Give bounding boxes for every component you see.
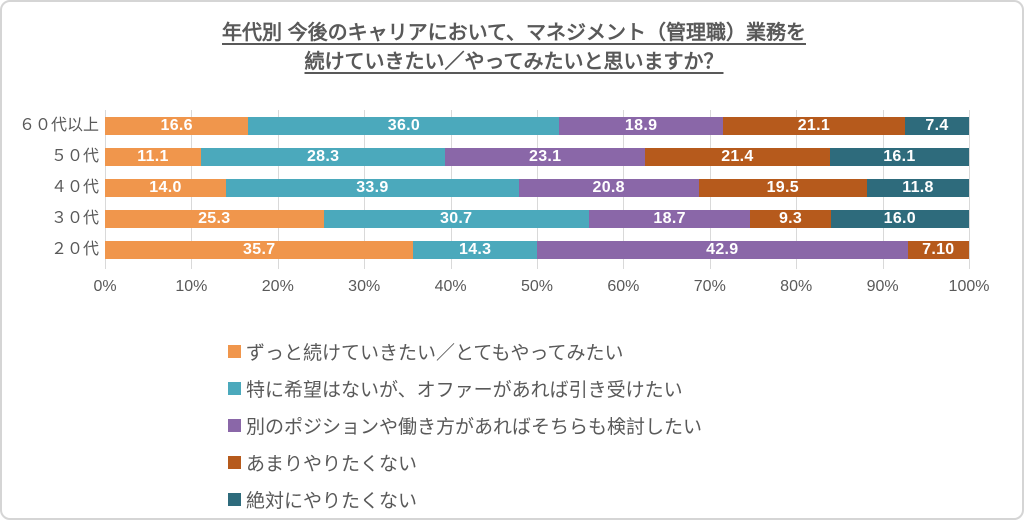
bar-segment-label: 42.9 — [706, 241, 739, 258]
bar-segment-label: 7.4 — [925, 117, 949, 134]
bar-segment: 14.3 — [413, 241, 537, 259]
bar-row: 25.3 30.7 18.7 9.3 16.0 — [105, 210, 969, 228]
legend-swatch-icon — [228, 493, 241, 506]
bar-segment: 35.7 — [105, 241, 414, 259]
y-axis-label: ６０代以上 — [18, 117, 99, 134]
y-axis-label: ５０代 — [50, 148, 99, 165]
legend-swatch-icon — [228, 456, 241, 469]
bar-segment: 11.1 — [105, 148, 201, 166]
bar-segment-label: 33.9 — [356, 179, 389, 196]
bar-segment: 28.3 — [200, 148, 446, 166]
bar-segment: 19.5 — [698, 179, 868, 197]
legend-swatch-icon — [228, 419, 241, 432]
bar-segment: 18.7 — [588, 210, 751, 228]
bar-segment-label: 9.3 — [778, 210, 803, 227]
bar-segment-label: 7.10 — [922, 241, 955, 258]
x-axis-tick-label: 30% — [348, 278, 381, 295]
bar-row: 35.7 14.3 42.9 7.10 — [105, 241, 969, 259]
legend-label: あまりやりたくない — [246, 454, 418, 475]
legend-label: 別のポジションや働き方があればそちらも検討したい — [246, 417, 703, 438]
bar-segment-label: 28.3 — [306, 148, 340, 165]
bar-row: 14.0 33.9 20.8 19.5 11.8 — [105, 179, 969, 197]
legend: ずっと続けていきたい／とてもやってみたい特に希望はないが、オファーがあれば引き受… — [228, 333, 702, 518]
bar-segment-label: 21.4 — [721, 148, 754, 165]
bar-segment-label: 11.1 — [137, 148, 169, 165]
x-axis-tick-label: 50% — [520, 278, 554, 295]
y-axis-label: ３０代 — [50, 210, 99, 227]
bar-segment: 7.10 — [907, 241, 969, 259]
x-axis-tick-label: 100% — [948, 278, 990, 295]
bar-segment: 33.9 — [225, 179, 519, 197]
bar-segment: 21.4 — [644, 148, 830, 166]
bar-row: 16.6 36.0 18.9 21.1 7.4 — [105, 117, 969, 135]
bar-segment: 25.3 — [105, 210, 324, 228]
x-axis-tick-label: 70% — [693, 278, 726, 295]
y-axis-label: ２０代 — [50, 241, 99, 258]
plot-area: 16.6 36.0 18.9 21.1 7.4 11.1 28.3 23.1 21.4 16.1 1… — [105, 110, 970, 269]
legend-label: 特に希望はないが、オファーがあれば引き受けたい — [246, 380, 683, 401]
bar-segment-label: 20.8 — [592, 179, 625, 196]
bar-segment-label: 23.1 — [529, 148, 562, 165]
bar-segment: 36.0 — [248, 117, 560, 135]
bar-segment-label: 14.0 — [149, 179, 182, 196]
legend-item: ずっと続けていきたい／とてもやってみたい — [228, 333, 702, 370]
bar-segment: 18.9 — [559, 117, 723, 135]
chart-title-line2: 続けていきたい／やってみたいと思いますか？ — [304, 51, 724, 73]
bar-segment: 42.9 — [536, 241, 908, 259]
x-axis-tick-label: 80% — [780, 278, 813, 295]
x-axis-tick-label: 60% — [607, 278, 640, 295]
bar-segment-label: 19.5 — [766, 179, 799, 196]
bar-segment-label: 35.7 — [243, 241, 276, 258]
bar-segment: 16.6 — [105, 117, 249, 135]
x-axis-tick-label: 40% — [434, 278, 467, 295]
legend-label: ずっと続けていきたい／とてもやってみたい — [246, 343, 624, 364]
bar-segment-label: 21.1 — [797, 117, 831, 134]
bar-segment: 14.0 — [105, 179, 226, 197]
bar-segment-label: 16.6 — [160, 117, 193, 134]
x-axis-tick-label: 90% — [866, 278, 899, 295]
gridline — [969, 110, 970, 269]
bar-segment-label: 30.7 — [440, 210, 473, 227]
bar-segment: 11.8 — [867, 179, 969, 197]
x-axis-tick-label: 20% — [261, 278, 294, 295]
bar-segment: 30.7 — [323, 210, 589, 228]
bar-segment: 21.1 — [722, 117, 906, 135]
bar-segment-label: 16.0 — [883, 210, 916, 227]
legend-item: 絶対にやりたくない — [228, 481, 702, 518]
bar-segment-label: 11.8 — [902, 179, 934, 196]
x-axis-tick-label: 10% — [175, 278, 208, 295]
legend-label: 絶対にやりたくない — [246, 491, 418, 512]
x-axis-tick-label: 0% — [93, 278, 117, 295]
bar-row: 11.1 28.3 23.1 21.4 16.1 — [105, 148, 969, 166]
bar-segment: 23.1 — [445, 148, 645, 166]
legend-item: 別のポジションや働き方があればそちらも検討したい — [228, 407, 702, 444]
bar-segment-label: 14.3 — [459, 241, 492, 258]
bar-segment: 7.4 — [905, 117, 969, 135]
bar-segment-label: 36.0 — [387, 117, 421, 134]
chart-title: 年代別 今後のキャリアにおいて、マネジメント（管理職）業務を 続けていきたい／や… — [2, 19, 1024, 77]
y-axis-label: ４０代 — [50, 179, 99, 196]
legend-item: 特に希望はないが、オファーがあれば引き受けたい — [228, 370, 702, 407]
legend-swatch-icon — [228, 345, 241, 358]
bar-segment: 9.3 — [750, 210, 831, 228]
bar-segment: 16.1 — [829, 148, 969, 166]
legend-swatch-icon — [228, 382, 241, 395]
legend-item: あまりやりたくない — [228, 444, 702, 481]
bar-segment: 20.8 — [518, 179, 699, 197]
bar-segment: 16.0 — [830, 210, 969, 228]
bar-segment-label: 18.7 — [653, 210, 686, 227]
bar-segment-label: 16.1 — [883, 148, 916, 165]
bar-segment-label: 25.3 — [198, 210, 231, 227]
chart-title-line1: 年代別 今後のキャリアにおいて、マネジメント（管理職）業務を — [222, 22, 806, 44]
bar-segment-label: 18.9 — [624, 117, 658, 134]
